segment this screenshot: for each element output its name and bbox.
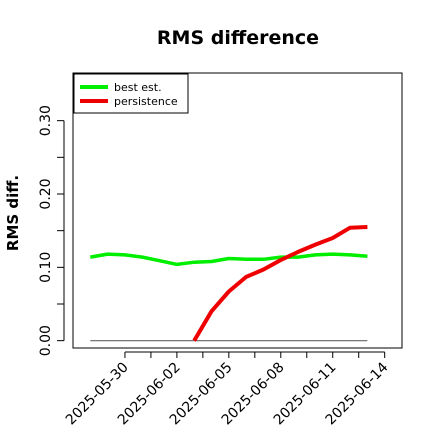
legend-box xyxy=(73,73,189,114)
series-layer xyxy=(90,225,368,342)
y-tick-label: 0.10 xyxy=(38,252,54,283)
y-tick-label: 0.00 xyxy=(38,325,54,356)
legend-label-persistence: persistence xyxy=(114,95,178,108)
x-axis: 2025-05-302025-06-022025-06-052025-06-08… xyxy=(63,351,392,428)
y-tick-label: 0.20 xyxy=(38,178,54,209)
y-axis-label: RMS diff. xyxy=(4,175,22,251)
series-line-persistence xyxy=(192,225,368,342)
plot-frame xyxy=(72,72,403,349)
y-axis: 0.00 0.10 0.20 0.30 xyxy=(38,105,65,356)
y-tick-label: 0.30 xyxy=(38,105,54,136)
legend: best est. persistence xyxy=(73,73,189,114)
legend-label-best-est: best est. xyxy=(114,81,162,94)
chart-title: RMS difference xyxy=(157,27,319,49)
series-line-best-est xyxy=(90,252,368,267)
